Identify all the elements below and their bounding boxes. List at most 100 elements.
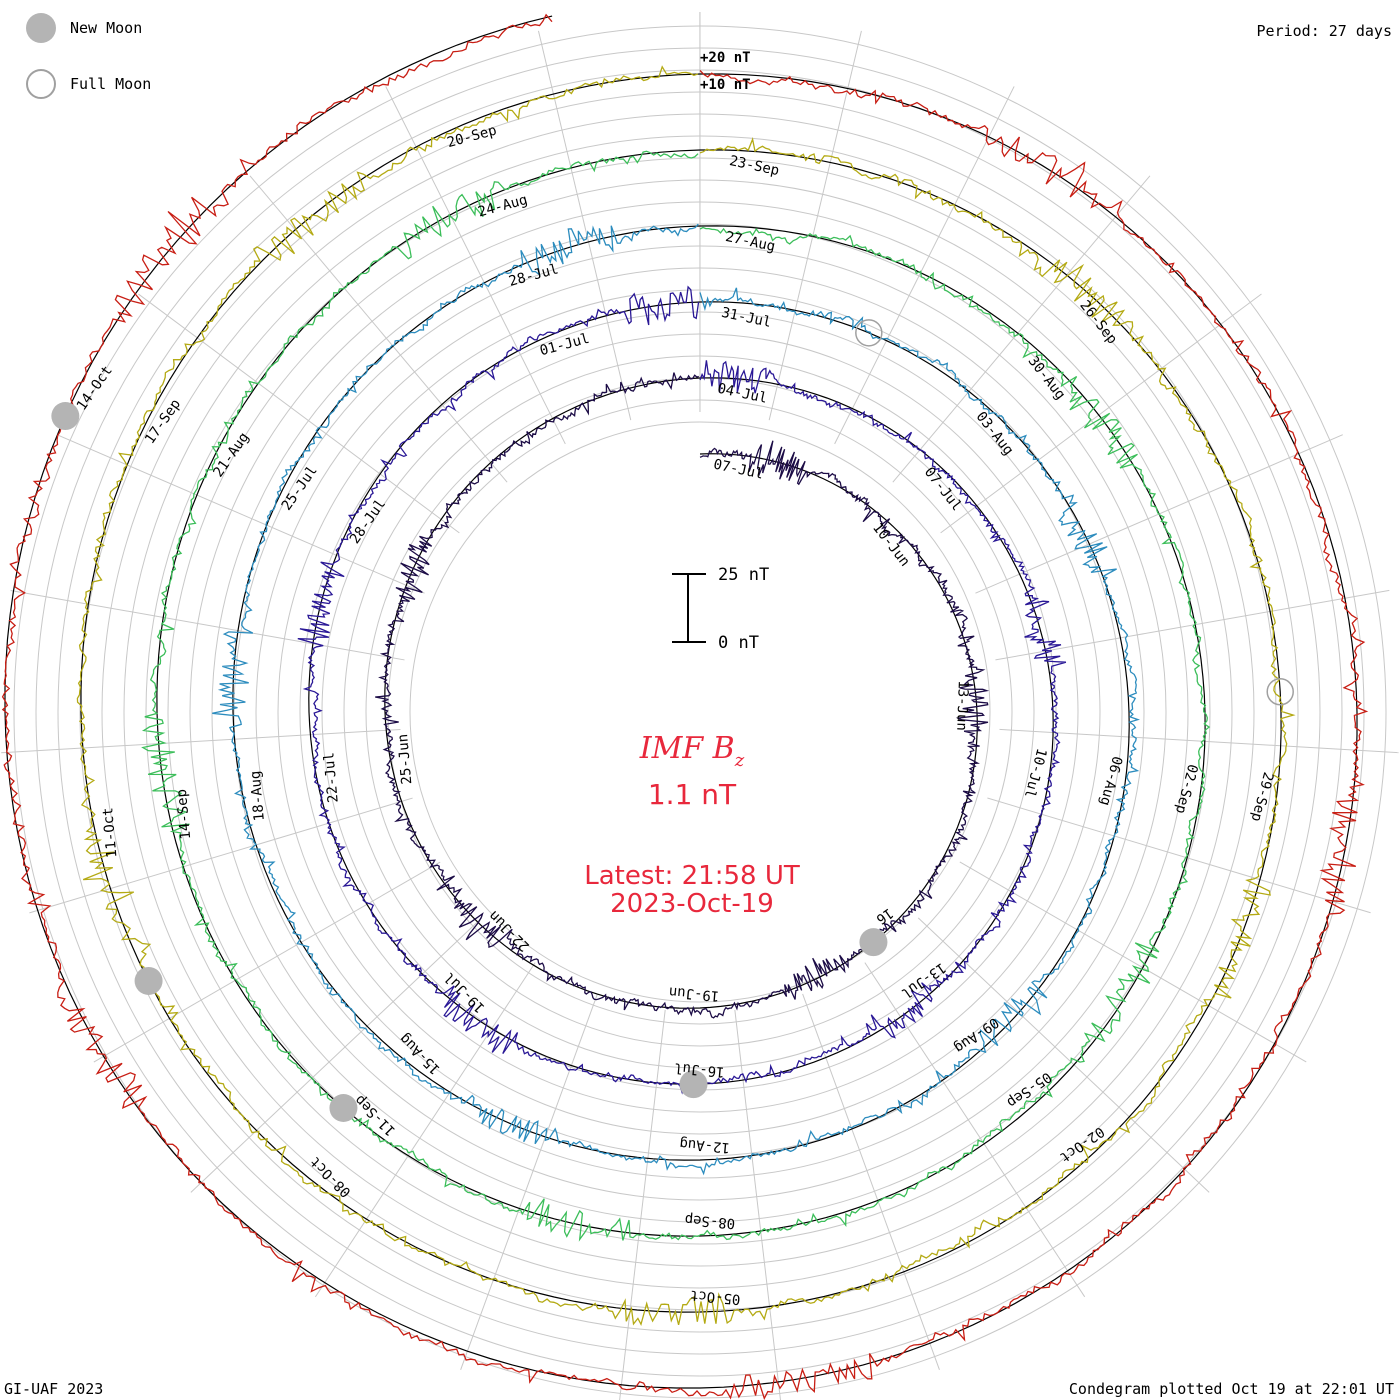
date-label-5-8: 17-Sep <box>142 396 184 447</box>
zero-ring-5 <box>80 73 1282 1313</box>
grid-spoke <box>10 590 405 661</box>
date-label-4-4: 05-Sep <box>1004 1068 1055 1110</box>
date-label-4-6: 11-Sep <box>352 1092 399 1139</box>
date-label-2-7: 22-Jul <box>321 752 341 804</box>
zero-ring-4 <box>156 149 1206 1237</box>
date-label-4-3: 02-Sep <box>1172 762 1201 815</box>
grid-spoke <box>959 861 1307 1063</box>
date-label-2-3: 10-Jul <box>1021 746 1050 799</box>
date-label-1-2: 10-Jun <box>869 520 913 570</box>
grid-spoke <box>768 30 862 421</box>
grid-spoke <box>864 962 1086 1298</box>
grid-spoke <box>93 861 441 1063</box>
grid-ring <box>343 355 1057 1069</box>
series-trace-4 <box>141 150 1211 1242</box>
date-label-4-1: 27-Aug <box>724 229 777 255</box>
zero-ring-6 <box>4 15 1358 1389</box>
date-label-5-5: 05-Oct <box>689 1287 741 1307</box>
series-trace-2 <box>297 285 1067 1095</box>
credit-label: GI-UAF 2023 <box>4 1380 104 1398</box>
series-trace-3 <box>212 223 1141 1176</box>
grid-spoke <box>999 728 1399 754</box>
date-label-5-3: 29-Sep <box>1248 770 1277 823</box>
zero-ring-1 <box>384 377 978 1009</box>
grid-spoke <box>1 728 401 754</box>
series-trace-1 <box>375 372 990 1019</box>
new-moon-marker-5 <box>51 402 80 431</box>
full-moon-marker-1 <box>855 319 883 347</box>
parameter-name: IMF B <box>639 731 735 766</box>
date-label-1-3: 13-Jun <box>953 680 971 731</box>
new-moon-marker-3 <box>329 1093 358 1122</box>
date-label-3-5: 12-Aug <box>679 1135 731 1155</box>
date-label-6-1: 14-Oct <box>74 363 116 414</box>
new-moon-icon <box>26 13 56 43</box>
grid-spoke <box>138 293 460 534</box>
grid-spoke <box>892 175 1151 483</box>
grid-spoke <box>940 293 1262 534</box>
grid-spoke <box>987 797 1371 914</box>
grid-spoke <box>834 86 1015 445</box>
date-label-1-1: 07-Jul <box>712 457 765 483</box>
series-traces <box>1 13 1369 1400</box>
grid-spoke <box>802 993 940 1370</box>
current-value: 1.1 nT <box>648 778 737 811</box>
date-label-1-5: 19-Jun <box>668 983 720 1003</box>
grid-spoke <box>385 86 566 445</box>
period-label: Period: 27 days <box>1256 22 1392 40</box>
parameter-title: IMF Bz <box>639 731 745 771</box>
new-moon-marker-2 <box>679 1070 708 1099</box>
legend-new-moon-label: New Moon <box>70 19 143 37</box>
polar-grid <box>1 11 1399 1400</box>
grid-spoke <box>57 434 425 594</box>
grid-ring <box>387 399 1013 1025</box>
legend-full-moon: Full Moon <box>26 69 151 99</box>
latest-date: 2023-Oct-19 <box>610 889 774 919</box>
zero-ring-3 <box>232 225 1130 1161</box>
series-trace-5 <box>76 65 1296 1327</box>
date-label-1-4: 16 <box>873 904 896 927</box>
date-label-3-7: 18-Aug <box>248 770 268 822</box>
moon-markers <box>51 319 1294 1122</box>
grid-spoke <box>29 797 413 914</box>
latest-time: Latest: 21:58 UT <box>584 861 800 891</box>
date-label-3-6: 15-Aug <box>397 1030 444 1077</box>
grid-spoke <box>995 589 1390 661</box>
zero-reference-rings <box>4 15 1358 1389</box>
date-label-5-7: 11-Oct <box>100 807 120 859</box>
scale-bar: 25 nT 0 nT <box>672 565 769 653</box>
new-moon-marker-1 <box>859 928 888 957</box>
full-moon-icon <box>26 69 56 99</box>
full-moon-marker-2 <box>1266 677 1294 706</box>
offset-label-20: +20 nT <box>700 50 751 66</box>
legend-full-moon-label: Full Moon <box>70 75 152 93</box>
grid-spoke <box>619 1009 666 1400</box>
grid-spoke <box>734 1009 781 1400</box>
grid-ring <box>409 421 991 1003</box>
date-label-2-8: 28-Jul <box>347 496 389 547</box>
date-label-1-7: 25-Jun <box>395 733 415 785</box>
date-label-2-2: 07-Jul <box>921 464 965 514</box>
series-trace-6 <box>1 13 1369 1400</box>
offset-labels: +20 nT +10 nT <box>700 50 751 93</box>
grid-spoke <box>537 30 632 421</box>
parameter-subscript: z <box>734 750 745 771</box>
scale-bar-bottom-label: 0 nT <box>718 633 759 653</box>
grid-spoke <box>190 917 483 1193</box>
date-label-5-2: 26-Sep <box>1076 298 1120 348</box>
grid-spoke <box>314 962 536 1298</box>
grid-spoke <box>249 175 508 483</box>
date-label-3-8: 25-Jul <box>279 463 321 514</box>
offset-label-10: +10 nT <box>700 77 751 93</box>
plotted-timestamp: Condegram plotted Oct 19 at 22:01 UT <box>1068 1380 1394 1398</box>
new-moon-marker-4 <box>134 966 163 995</box>
date-label-3-1: 31-Jul <box>720 305 773 331</box>
date-label-2-9: 01-Jul <box>538 331 591 360</box>
date-label-2-5: 16-Jul <box>673 1059 725 1079</box>
legend-new-moon: New Moon <box>26 13 142 43</box>
date-label-4-7: 14-Sep <box>174 788 194 840</box>
grid-spoke <box>460 993 598 1370</box>
grid-spoke <box>917 917 1210 1193</box>
date-label-5-6: 08-Oct <box>307 1153 354 1200</box>
